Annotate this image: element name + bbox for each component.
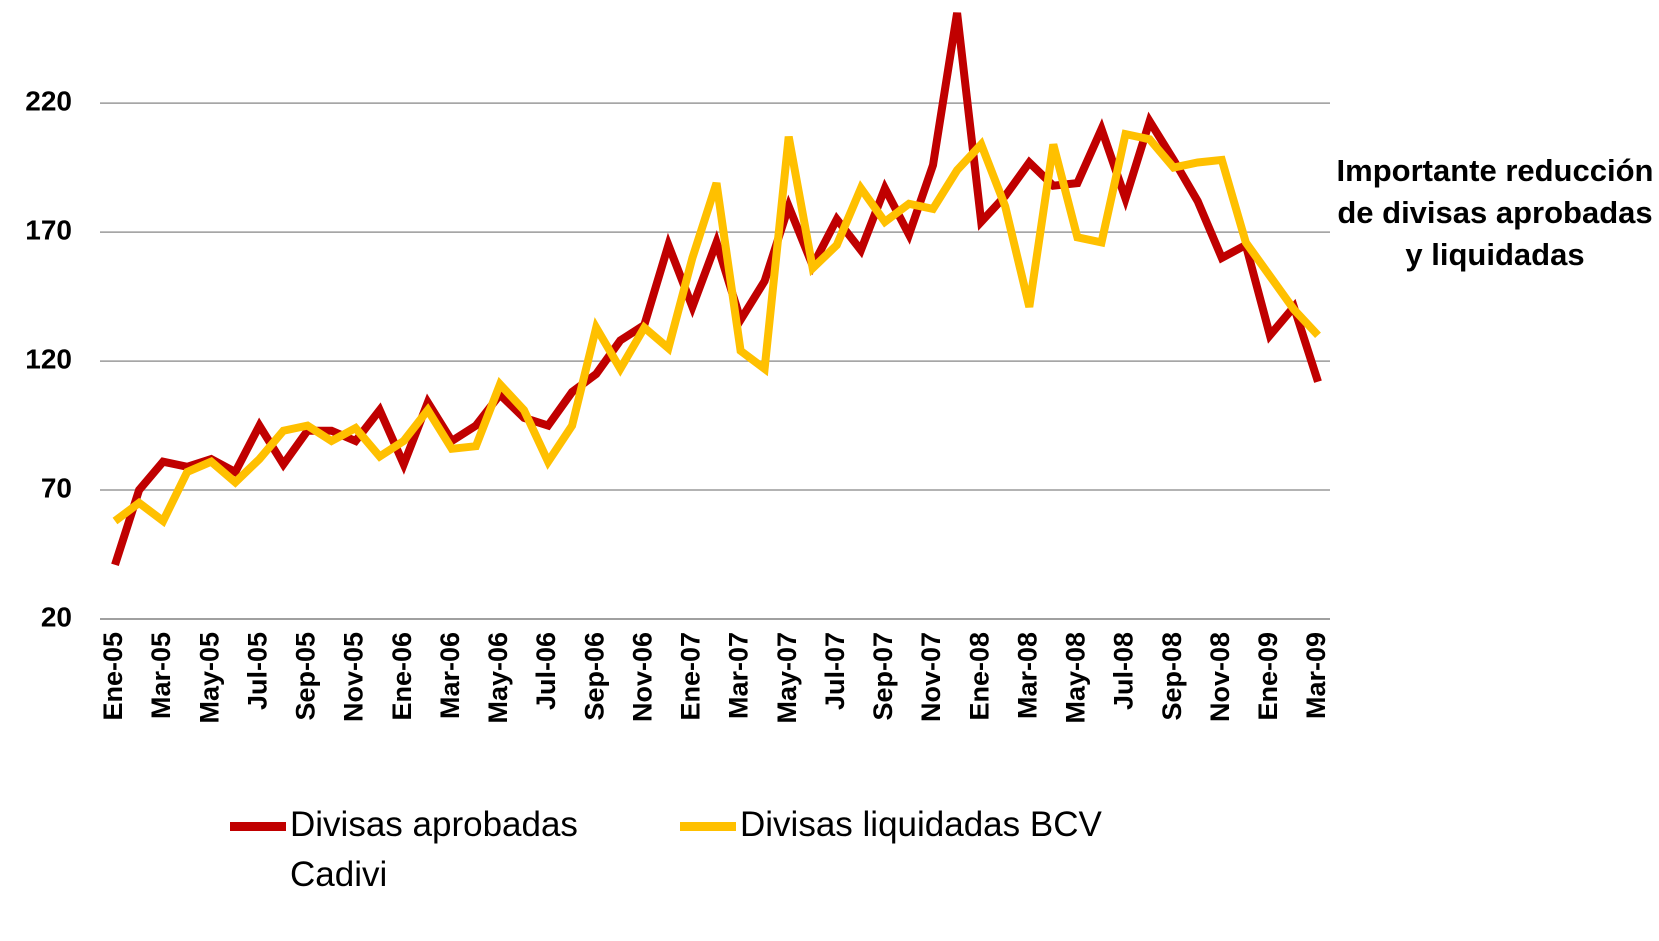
x-tick-label: Nov-08 (1205, 632, 1235, 722)
x-tick-label: Nov-07 (916, 632, 946, 722)
x-tick-label: May-08 (1061, 632, 1091, 724)
x-tick-label: Sep-08 (1157, 632, 1187, 721)
x-tick-label: Sep-07 (868, 632, 898, 721)
y-tick-label: 70 (41, 472, 72, 503)
x-tick-label: Jul-08 (1109, 632, 1139, 710)
y-tick-label: 220 (25, 86, 72, 117)
legend-swatch (230, 822, 286, 831)
x-tick-label: May-07 (772, 632, 802, 724)
legend-label: Divisas aprobadas Cadivi (290, 805, 578, 894)
x-tick-label: Ene-09 (1253, 632, 1283, 721)
x-tick-label: Mar-09 (1301, 632, 1331, 719)
x-tick-label: Sep-05 (291, 632, 321, 721)
line-series (112, 129, 1321, 528)
x-tick-label: Mar-08 (1012, 632, 1042, 719)
y-tick-label: 20 (41, 601, 72, 632)
x-tick-label: Mar-06 (435, 632, 465, 719)
x-tick-label: Nov-05 (339, 632, 369, 722)
x-tick-label: Nov-06 (627, 632, 657, 722)
x-tick-label: Jul-05 (242, 632, 272, 710)
x-tick-label: Ene-07 (676, 632, 706, 721)
x-tick-label: Jul-07 (820, 632, 850, 710)
x-tick-label: Ene-05 (98, 632, 128, 721)
x-tick-label: Ene-08 (964, 632, 994, 721)
legend-label: Divisas liquidadas BCV (740, 805, 1102, 844)
legend-swatch (680, 822, 736, 831)
y-tick-label: 120 (25, 343, 72, 374)
x-tick-label: Mar-05 (146, 632, 176, 719)
x-tick-label: Jul-06 (531, 632, 561, 710)
x-tick-label: May-05 (194, 632, 224, 724)
y-tick-label: 170 (25, 215, 72, 246)
x-tick-label: Ene-06 (387, 632, 417, 721)
annotation: Importante reducción de divisas aprobada… (1336, 153, 1654, 272)
x-tick-label: Mar-07 (724, 632, 754, 719)
x-tick-label: Sep-06 (579, 632, 609, 721)
x-tick-label: May-06 (483, 632, 513, 724)
line-series (111, 12, 1322, 567)
